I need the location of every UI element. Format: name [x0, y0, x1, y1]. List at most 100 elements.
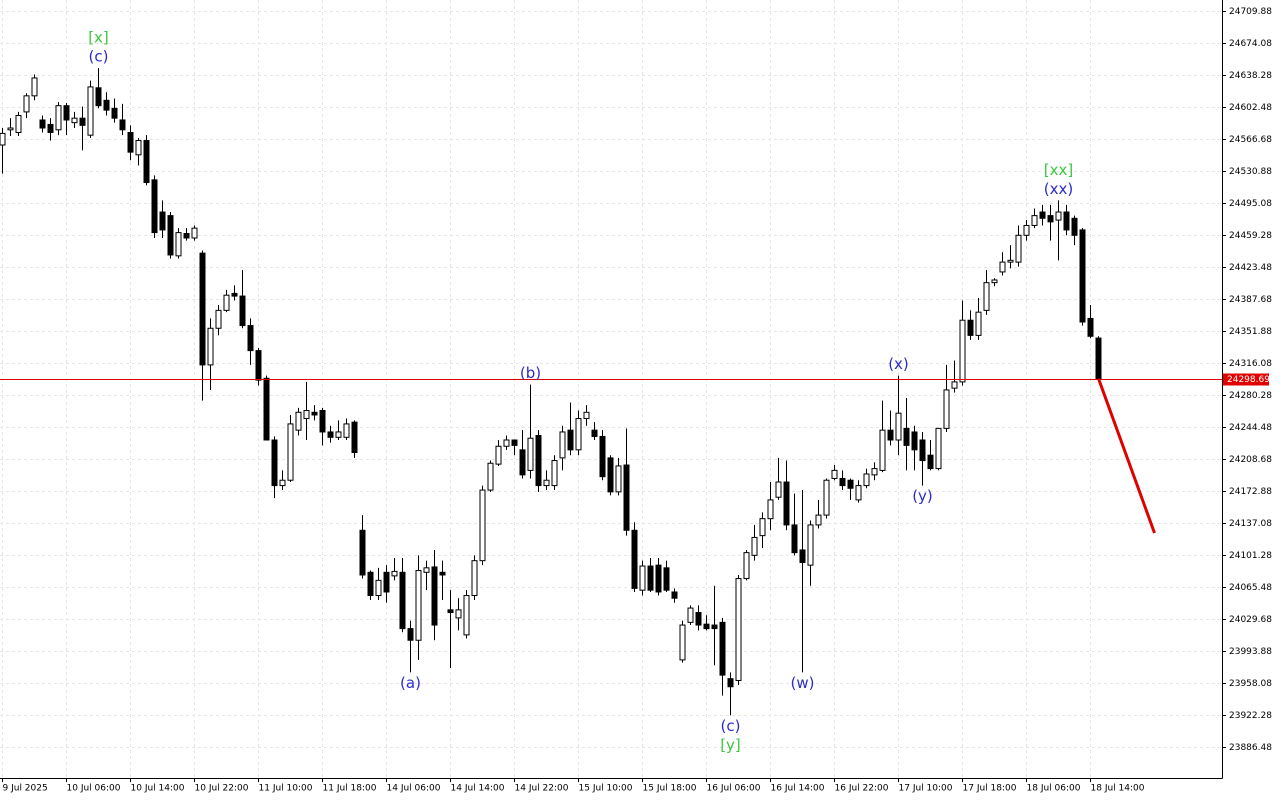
x-tick-label: 17 Jul 10:00 [899, 784, 953, 794]
candle-body [335, 431, 342, 438]
candle-body [391, 570, 398, 577]
x-tick-label: 9 Jul 2025 [3, 784, 48, 794]
x-tick-label: 10 Jul 22:00 [195, 784, 249, 794]
y-tick-label: 24495.08 [1229, 199, 1272, 209]
candle-body [615, 465, 622, 493]
wave-label: [y] [720, 736, 741, 754]
candle-body [1039, 211, 1046, 219]
x-tick-label: 11 Jul 10:00 [259, 784, 313, 794]
x-tick-label: 17 Jul 18:00 [963, 784, 1017, 794]
x-tick-label: 10 Jul 14:00 [131, 784, 185, 794]
candle-body [167, 215, 174, 256]
y-tick-label: 24065.48 [1229, 583, 1272, 593]
candle-body [975, 311, 982, 336]
candle-body [767, 499, 774, 520]
candle-body [199, 252, 206, 366]
candle-body [823, 479, 830, 516]
y-tick-label: 24423.48 [1229, 263, 1272, 273]
y-tick-label: 24172.88 [1229, 487, 1272, 497]
candle-body [151, 179, 158, 234]
y-tick-label: 24137.08 [1229, 519, 1272, 529]
x-tick-label: 16 Jul 22:00 [835, 784, 889, 794]
candle-body [671, 591, 678, 599]
candle-body [175, 232, 182, 257]
candle-body [759, 518, 766, 537]
candle-body [991, 279, 998, 284]
candle-body [207, 327, 214, 366]
candle-body [1063, 211, 1070, 231]
y-tick-label: 24208.68 [1229, 455, 1272, 465]
candle-body [247, 325, 254, 352]
y-tick-label: 24029.68 [1229, 615, 1272, 625]
candle-body [47, 123, 54, 133]
candle-body [351, 421, 358, 454]
candle-body [399, 571, 406, 630]
candle-body [551, 460, 558, 487]
wave-label: (c) [721, 717, 741, 735]
candle-body [799, 549, 806, 563]
x-tick-label: 16 Jul 14:00 [771, 784, 825, 794]
y-tick-label: 23993.88 [1229, 647, 1272, 657]
candle-body [911, 431, 918, 451]
candle-body [567, 429, 574, 451]
candle-body [143, 140, 150, 184]
candle-body [959, 319, 966, 383]
candle-body [663, 567, 670, 591]
candle-body [311, 411, 318, 416]
y-tick-label: 24602.48 [1229, 103, 1272, 113]
y-tick-label: 24530.88 [1229, 167, 1272, 177]
candle-body [423, 567, 430, 573]
candle-body [1055, 211, 1062, 221]
candle-body [935, 427, 942, 470]
candle-body [7, 127, 14, 131]
y-tick-label: 24316.08 [1229, 359, 1272, 369]
candle-body [1095, 337, 1102, 380]
candle-body [839, 477, 846, 487]
candle-body [719, 621, 726, 676]
candle-body [407, 628, 414, 641]
candle-body [687, 607, 694, 623]
candle-body [639, 565, 646, 591]
candle-body [1087, 317, 1094, 337]
candle-body [487, 462, 494, 491]
candle-body [447, 609, 454, 614]
candle-body [623, 464, 630, 531]
candle-body [527, 437, 534, 471]
candle-body [0, 132, 6, 146]
candle-body [271, 439, 278, 487]
wave-label: (w) [791, 674, 815, 692]
candle-body [79, 117, 86, 126]
candle-body [295, 411, 302, 431]
candle-body [863, 473, 870, 487]
candle-body [215, 309, 222, 329]
y-tick-label: 24351.88 [1229, 327, 1272, 337]
candle-body [1047, 215, 1054, 223]
candle-body [735, 578, 742, 681]
y-tick-label: 24459.28 [1229, 231, 1272, 241]
candle-body [943, 389, 950, 429]
candle-body [191, 227, 198, 239]
candle-body [695, 612, 702, 626]
y-tick-label: 24638.28 [1229, 71, 1272, 81]
x-tick-label: 10 Jul 06:00 [67, 784, 121, 794]
candle-body [1031, 215, 1038, 226]
candle-body [599, 435, 606, 478]
candle-body [239, 295, 246, 327]
candle-body [879, 429, 886, 471]
y-tick-label: 24280.28 [1229, 391, 1272, 401]
candle-body [751, 536, 758, 556]
candle-body [847, 479, 854, 489]
x-tick-label: 18 Jul 06:00 [1027, 784, 1081, 794]
candle-body [775, 481, 782, 498]
candle-body [1079, 229, 1086, 323]
candle-body [431, 566, 438, 626]
candle-body [159, 211, 166, 231]
y-tick-label: 23958.08 [1229, 679, 1272, 689]
wave-label: (xx) [1044, 180, 1073, 198]
candle-body [1023, 224, 1030, 236]
candle-body [919, 439, 926, 462]
candle-body [807, 524, 814, 566]
wave-label: (x) [888, 355, 909, 373]
x-tick-label: 14 Jul 14:00 [451, 784, 505, 794]
x-tick-label: 16 Jul 06:00 [707, 784, 761, 794]
